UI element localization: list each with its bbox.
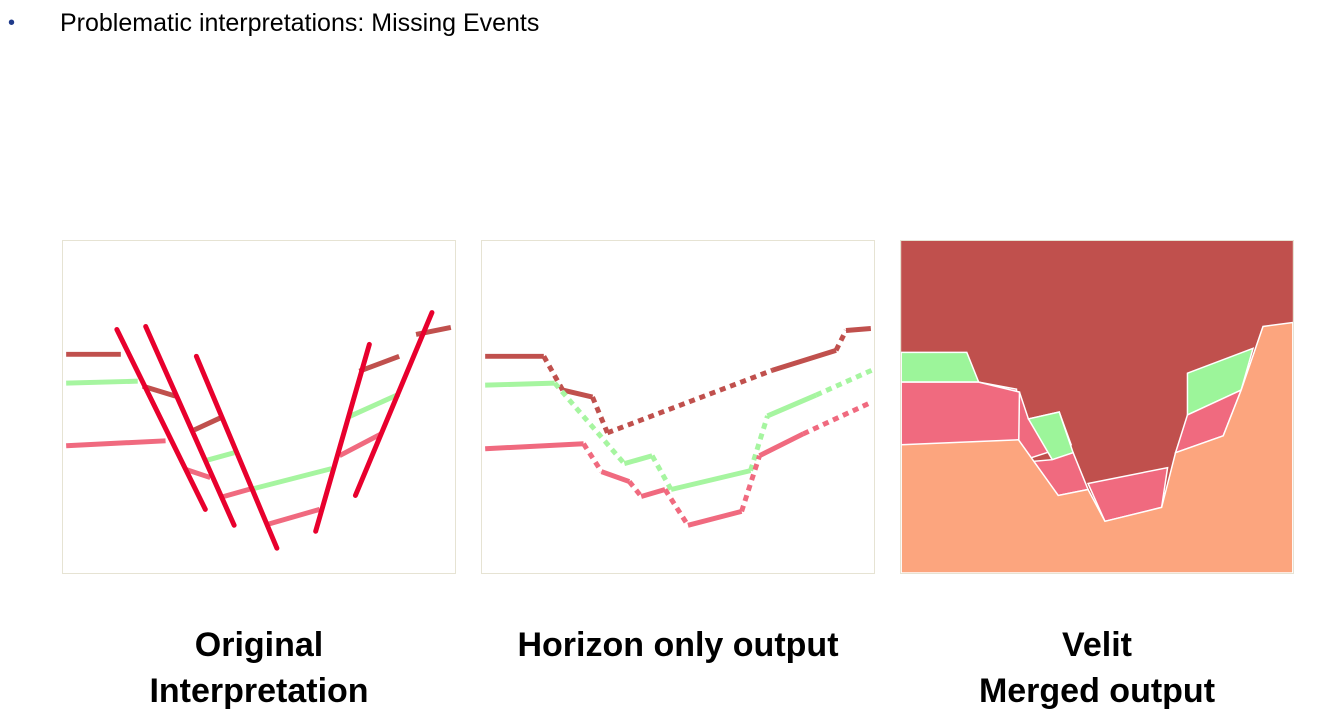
horizon-middle-segment (204, 450, 235, 464)
horizon-top-dotted (833, 329, 849, 352)
horizon-bottom-segment (66, 438, 166, 449)
fault-line (193, 353, 280, 551)
bullet-text: Problematic interpretations: Missing Eve… (60, 8, 540, 37)
horizon-bottom-dotted (739, 454, 762, 513)
horizon-bottom-solid (758, 431, 805, 458)
middle-layer-left (901, 351, 980, 383)
horizon-bottom-segment (219, 486, 253, 500)
caption-merged-output: Velit Merged output (900, 622, 1294, 714)
caption-line: Interpretation (149, 672, 369, 710)
horizon-top-segment (193, 415, 222, 433)
horizon-top-solid (562, 387, 594, 400)
merged-output-diagram (901, 241, 1293, 573)
horizon-middle-dotted (815, 367, 873, 398)
horizon-top-dotted (606, 367, 774, 436)
horizon-middle-segment (66, 378, 138, 386)
caption-line: Merged output (978, 672, 1216, 710)
original-interpretation-diagram (66, 310, 452, 551)
horizon-middle-solid (670, 468, 752, 492)
horizon-middle-dotted (649, 454, 674, 491)
horizon-middle-segment (253, 466, 333, 491)
horizon-bottom-segment (185, 467, 212, 480)
bullet-symbol: • (8, 12, 16, 34)
caption-horizon-only-output: Horizon only output (481, 622, 875, 668)
horizon-bottom-solid (640, 487, 666, 499)
horizon-middle-segment (347, 391, 401, 420)
horizon-bottom-segment (267, 506, 321, 527)
horizon-bottom-segment (338, 431, 383, 458)
horizon-middle-solid (485, 380, 555, 388)
horizon-middle-dotted (552, 381, 627, 466)
horizon-top-solid (771, 347, 837, 373)
horizon-bottom-solid (687, 508, 743, 528)
horizon-top-segment (358, 353, 401, 374)
horizon-bottom-dotted (802, 399, 873, 437)
horizon-middle-dotted (748, 415, 770, 472)
horizon-middle-solid (623, 453, 653, 467)
base-layer-fill (901, 321, 1293, 573)
fault-line (352, 310, 435, 498)
horizon-bottom-solid (600, 469, 631, 484)
caption-line: Original (194, 626, 324, 664)
horizon-bottom-dotted (627, 479, 644, 499)
fault-line (143, 324, 237, 528)
fault-line (313, 341, 372, 534)
horizon-middle-solid (766, 392, 818, 419)
horizon-bottom-dotted (662, 488, 691, 527)
merged-output-panel (900, 240, 1294, 574)
horizon-only-output-diagram (485, 325, 873, 528)
caption-line: Velit (1062, 626, 1132, 664)
horizon-bottom-solid (485, 441, 584, 452)
horizon-bottom-dotted (581, 442, 604, 473)
original-interpretation-panel (62, 240, 456, 574)
caption-line: Horizon only output (517, 626, 839, 664)
caption-original-interpretation: Original Interpretation (62, 622, 456, 714)
horizon-only-output-panel (481, 240, 875, 574)
fault-line (114, 326, 208, 512)
bullet-point: • Problematic interpretations: Missing E… (8, 6, 539, 40)
horizon-top-solid (845, 325, 872, 333)
